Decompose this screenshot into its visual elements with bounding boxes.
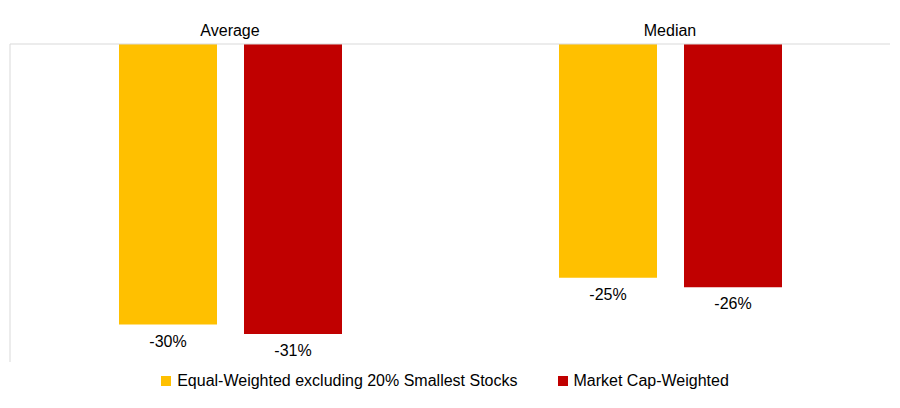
svg-text:-30%: -30% (149, 333, 186, 350)
svg-text:-25%: -25% (589, 286, 626, 303)
svg-text:-26%: -26% (714, 295, 751, 312)
svg-text:Average: Average (200, 22, 259, 39)
svg-text:Median: Median (644, 22, 696, 39)
svg-text:-31%: -31% (274, 342, 311, 359)
html-text:Equal-Weighted excluding 20% S: Equal-Weighted excluding 20% Smallest St… (177, 372, 518, 389)
html-text:Market Cap-Weighted: Market Cap-Weighted (573, 372, 729, 389)
